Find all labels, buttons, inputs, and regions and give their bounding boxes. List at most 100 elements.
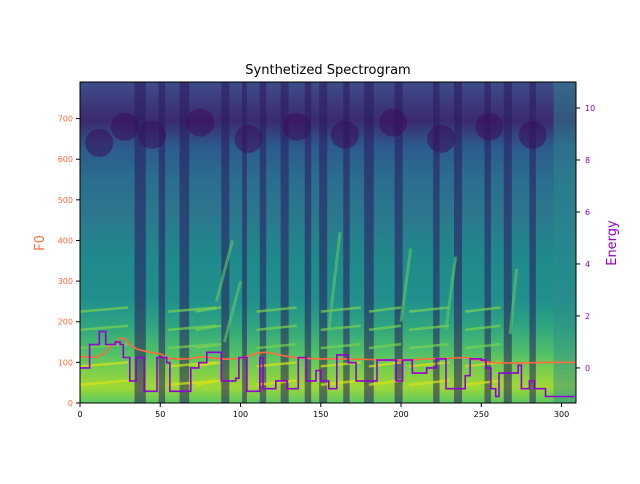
heatmap-harmonic	[256, 342, 297, 350]
heatmap-silence-band	[529, 82, 536, 403]
heatmap-silence-band	[319, 82, 328, 403]
heatmap-harmonic	[168, 342, 217, 350]
y-right-tick-label: 4	[585, 260, 590, 269]
heatmap-dark-blob	[427, 124, 456, 153]
heatmap-harmonic	[195, 324, 222, 332]
heatmap-harmonic	[408, 324, 450, 332]
heatmap-formant-streak	[327, 232, 342, 331]
heatmap-harmonic	[465, 306, 501, 313]
x-tick-label: 200	[393, 410, 408, 419]
heatmap-tail	[553, 82, 576, 403]
heatmap-dark-blob	[110, 112, 139, 141]
y-left-tick-label: 400	[58, 236, 73, 245]
y-right-label: Energy	[605, 220, 620, 266]
y-right-tick-label: 10	[585, 104, 595, 113]
heatmap-harmonic	[195, 379, 222, 386]
y-left-tick-label: 100	[58, 358, 73, 367]
heatmap-silence-band	[454, 82, 463, 403]
heatmap-formant-streak	[508, 268, 519, 335]
heatmap-harmonic	[320, 306, 362, 313]
heatmap-silence-band	[242, 82, 247, 403]
heatmap-silence-band	[140, 82, 146, 403]
y-left-tick-label: 700	[58, 115, 73, 124]
y-right-tick-label: 0	[585, 364, 590, 373]
heatmap-formant-streak	[223, 280, 242, 343]
heatmap-harmonic	[195, 342, 222, 350]
heatmap-harmonic	[168, 361, 217, 368]
heatmap-dark-blob	[138, 120, 167, 149]
y-right-tick-label: 2	[585, 312, 590, 321]
heatmap-dark-blob	[85, 128, 114, 157]
heatmap-dark-blob	[475, 112, 504, 141]
x-tick-label: 300	[554, 410, 569, 419]
x-tick-label: 100	[233, 410, 248, 419]
heatmap-harmonic	[320, 379, 362, 386]
heatmap-harmonic	[408, 361, 450, 368]
heatmap-harmonic	[168, 306, 217, 313]
heatmap-silence-band	[221, 82, 230, 403]
y-left-tick-label: 500	[58, 196, 73, 205]
x-axis: 0 50 100 150 200 250 300	[77, 403, 569, 419]
heatmap-harmonic	[168, 379, 217, 386]
y-left-label: F0	[33, 235, 48, 251]
heatmap-dark-blob	[282, 112, 311, 141]
heatmap-formant-streak	[214, 240, 234, 302]
chart-title: Synthetized Spectrogram	[245, 63, 410, 78]
x-tick-label: 0	[77, 410, 82, 419]
heatmap-dark-blob	[234, 124, 263, 153]
x-tick-label: 150	[313, 410, 328, 419]
heatmap-silence-band	[280, 82, 289, 403]
heatmap-formant-streak	[399, 248, 413, 322]
heatmap-harmonic	[408, 306, 450, 313]
energy-series-line	[80, 330, 575, 398]
spectrogram-heatmap	[80, 82, 576, 403]
heatmap-formant-streak	[444, 256, 458, 331]
heatmap-dark-blob	[330, 120, 359, 149]
heatmap-silence-band	[484, 82, 491, 403]
heatmap-silence-band	[179, 82, 190, 403]
heatmap-silence-band	[433, 82, 440, 403]
y-right-tick-label: 8	[585, 156, 590, 165]
x-tick-label: 50	[155, 410, 165, 419]
heatmap-harmonic	[465, 342, 501, 350]
heatmap-silence-band	[259, 82, 267, 403]
heatmap-harmonic	[195, 306, 222, 313]
heatmap-harmonic	[320, 342, 362, 350]
y-axis-left: 0 100 200 300 400 500 600 700	[58, 115, 80, 408]
heatmap-silence-band	[503, 82, 512, 403]
heatmap-harmonic	[465, 379, 501, 386]
heatmap-harmonic	[168, 324, 217, 332]
heatmap-harmonic	[408, 342, 450, 350]
heatmap-harmonic	[80, 361, 129, 368]
y-left-tick-label: 0	[68, 399, 73, 408]
y-left-tick-label: 200	[58, 318, 73, 327]
y-axis-right: 0 2 4 6 8 10	[576, 104, 595, 373]
heatmap-dark-blob	[518, 120, 547, 149]
heatmap-harmonic	[80, 306, 129, 313]
heatmap-harmonic	[368, 306, 402, 313]
heatmap-harmonic	[408, 379, 450, 386]
heatmap-silence-band	[304, 82, 312, 403]
x-tick-label: 250	[474, 410, 489, 419]
heatmap-dark-blob	[379, 108, 408, 137]
heatmap-harmonic	[256, 306, 297, 313]
heatmap-dark-blob	[186, 108, 215, 137]
heatmap-harmonic	[368, 342, 402, 350]
heatmap-harmonic	[195, 361, 222, 368]
heatmap-harmonic	[80, 324, 129, 332]
y-left-tick-label: 600	[58, 155, 73, 164]
heatmap-silence-band	[364, 82, 374, 403]
heatmap-silence-band	[394, 82, 403, 403]
heatmap-silence-band	[134, 82, 141, 403]
heatmap-harmonic	[256, 324, 297, 332]
y-right-tick-label: 6	[585, 208, 590, 217]
heatmap-harmonic	[465, 324, 501, 332]
heatmap-silence-band	[158, 82, 166, 403]
heatmap-harmonic	[368, 324, 402, 332]
heatmap-silence-band	[343, 82, 350, 403]
plot-frame	[79, 81, 577, 404]
y-left-tick-label: 300	[58, 277, 73, 286]
heatmap-harmonic	[80, 379, 129, 386]
